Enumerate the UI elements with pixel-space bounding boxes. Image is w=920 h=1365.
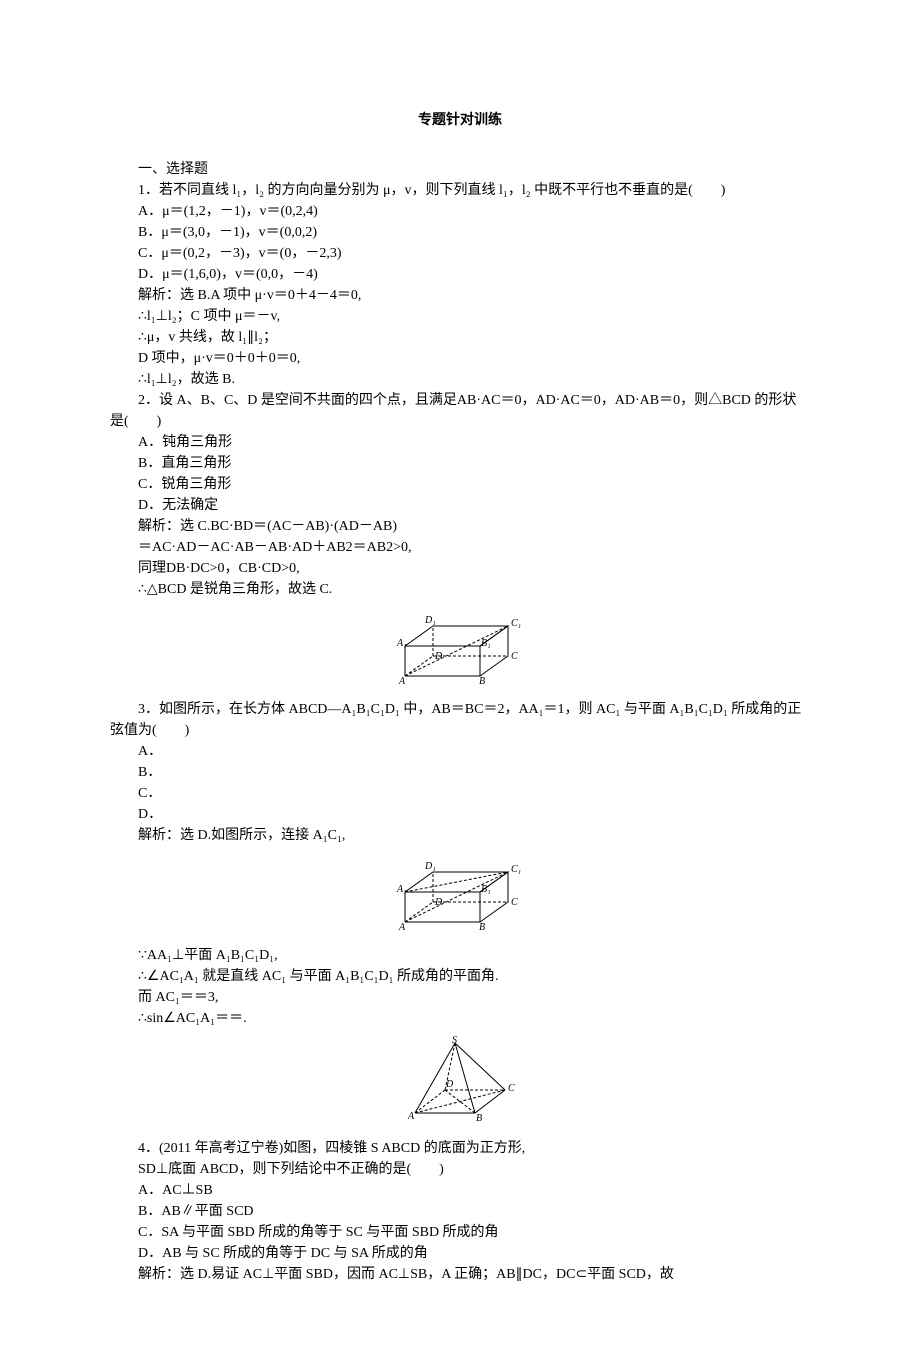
q1-option-a: A．μ＝(1,2，－1)，v＝(0,2,4) (110, 201, 810, 222)
q4-option-d: D．AB 与 SC 所成的角等于 DC 与 SA 所成的角 (110, 1243, 810, 1264)
q1-stem: 1．若不同直线 l₁，l₂ 的方向向量分别为 μ，v，则下列直线 l₁，l₂ 中… (110, 180, 810, 201)
q2-sol-1: 解析：选 C.BC·BD＝(AC－AB)·(AD－AB) (110, 516, 810, 537)
svg-text:C: C (508, 1083, 515, 1094)
svg-text:C: C (511, 897, 518, 908)
q1-sol-2: ∴l₁⊥l₂；C 项中 μ＝－v, (110, 306, 810, 327)
q1-option-b: B．μ＝(3,0，－1)，v＝(0,0,2) (110, 222, 810, 243)
svg-text:A: A (398, 676, 406, 686)
svg-text:D₁: D₁ (424, 615, 436, 626)
svg-text:D: D (434, 897, 443, 908)
svg-text:B: B (479, 676, 485, 686)
figure-cuboid-2: A B C D A₁ B₁ C₁ D₁ (110, 852, 810, 939)
q2-stem: 2．设 A、B、C、D 是空间不共面的四个点，且满足AB·AC＝0，AD·AC＝… (110, 390, 810, 432)
q1-sol-1: 解析：选 B.A 项中 μ·v＝0＋4－4＝0, (110, 285, 810, 306)
svg-text:A₁: A₁ (396, 638, 407, 649)
q3-sol-1: 解析：选 D.如图所示，连接 A₁C₁, (110, 825, 810, 846)
q4-option-c: C．SA 与平面 SBD 所成的角等于 SC 与平面 SBD 所成的角 (110, 1222, 810, 1243)
q4-option-b: B．AB∥平面 SCD (110, 1201, 810, 1222)
q2-sol-4: ∴△BCD 是锐角三角形，故选 C. (110, 579, 810, 600)
q4-stem-2: SD⊥底面 ABCD，则下列结论中不正确的是( ) (110, 1159, 810, 1180)
svg-text:A: A (398, 922, 406, 932)
q2-option-c: C．锐角三角形 (110, 474, 810, 495)
svg-text:A₁: A₁ (396, 884, 407, 895)
figure-cuboid-1: A B C D A₁ B₁ C₁ D₁ (110, 606, 810, 693)
q1-sol-3: ∴μ，v 共线，故 l₁∥l₂； (110, 327, 810, 348)
svg-text:B: B (479, 922, 485, 932)
q2-sol-2: ＝AC·AD－AC·AB－AB·AD＋AB2＝AB2>0, (110, 537, 810, 558)
q2-option-b: B．直角三角形 (110, 453, 810, 474)
svg-text:S: S (452, 1035, 457, 1046)
q1-option-d: D．μ＝(1,6,0)，v＝(0,0，－4) (110, 264, 810, 285)
q3-stem: 3．如图所示，在长方体 ABCD—A₁B₁C₁D₁ 中，AB＝BC＝2，AA₁＝… (110, 699, 810, 741)
svg-text:C₁: C₁ (511, 618, 521, 629)
q3-sol-2: ∵AA₁⊥平面 A₁B₁C₁D₁, (110, 945, 810, 966)
svg-text:B₁: B₁ (481, 638, 491, 649)
q2-option-a: A．钝角三角形 (110, 432, 810, 453)
q4-option-a: A．AC⊥SB (110, 1180, 810, 1201)
svg-text:B₁: B₁ (481, 884, 491, 895)
q4-sol-1: 解析：选 D.易证 AC⊥平面 SBD，因而 AC⊥SB，A 正确；AB∥DC，… (110, 1264, 810, 1285)
svg-text:A: A (407, 1111, 415, 1122)
figure-pyramid: S A B C D (110, 1035, 810, 1132)
q3-sol-5: ∴sin∠AC₁A₁＝＝. (110, 1008, 810, 1029)
page-title: 专题针对训练 (110, 110, 810, 131)
q3-option-b: B． (110, 762, 810, 783)
q1-option-c: C．μ＝(0,2，－3)，v＝(0，－2,3) (110, 243, 810, 264)
svg-text:D: D (434, 651, 443, 662)
q3-option-a: A． (110, 741, 810, 762)
q3-sol-3: ∴∠AC₁A₁ 就是直线 AC₁ 与平面 A₁B₁C₁D₁ 所成角的平面角. (110, 966, 810, 987)
svg-text:C: C (511, 651, 518, 662)
q3-option-c: C． (110, 783, 810, 804)
section-1-heading: 一、选择题 (110, 159, 810, 180)
q3-sol-4: 而 AC₁＝＝3, (110, 987, 810, 1008)
svg-text:D₁: D₁ (424, 861, 436, 872)
q3-option-d: D． (110, 804, 810, 825)
q2-option-d: D．无法确定 (110, 495, 810, 516)
q4-stem-1: 4．(2011 年高考辽宁卷)如图，四棱锥 S ABCD 的底面为正方形, (110, 1138, 810, 1159)
q1-sol-4: D 项中，μ·v＝0＋0＋0＝0, (110, 348, 810, 369)
svg-text:B: B (476, 1113, 482, 1124)
svg-text:D: D (445, 1079, 454, 1090)
q2-sol-3: 同理DB·DC>0，CB·CD>0, (110, 558, 810, 579)
q1-sol-5: ∴l₁⊥l₂，故选 B. (110, 369, 810, 390)
svg-text:C₁: C₁ (511, 864, 521, 875)
